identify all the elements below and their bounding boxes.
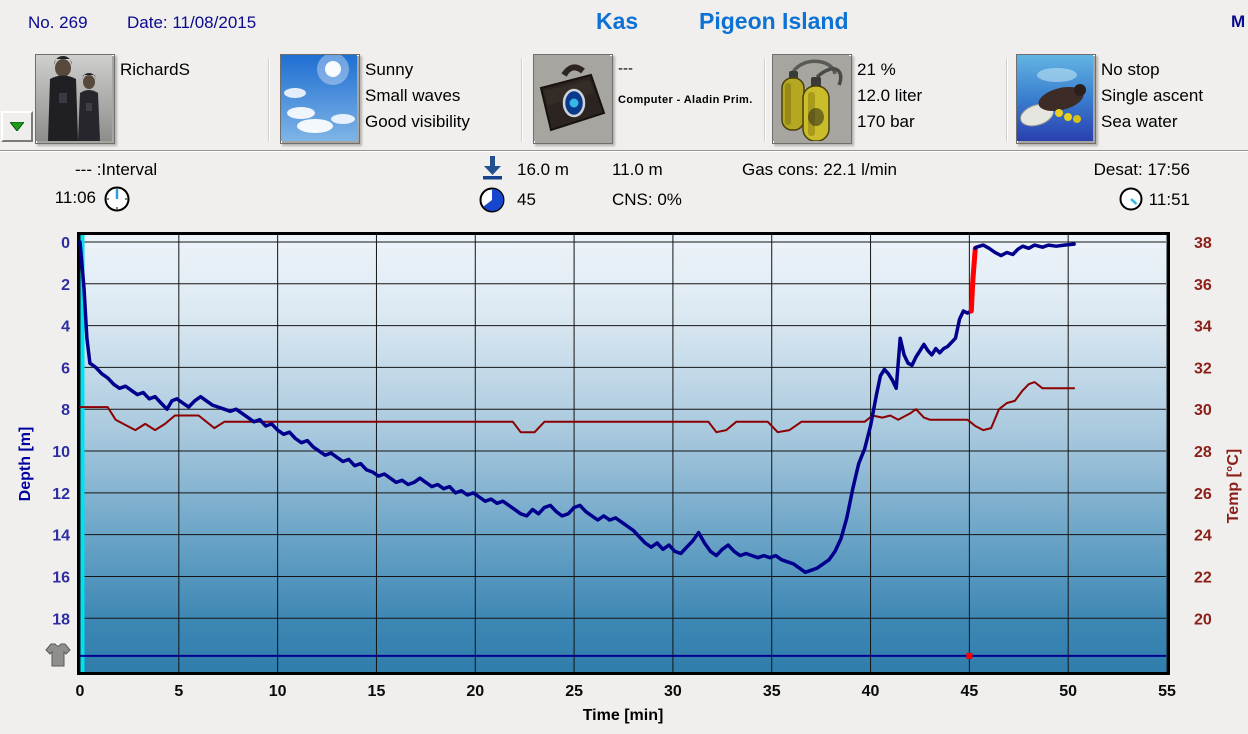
depth-tick-label: 2 [61, 277, 70, 294]
equipment-line-1: --- [618, 60, 633, 77]
end-time-value: 11:51 [1148, 190, 1190, 209]
dive-type-line-2: Single ascent [1101, 86, 1204, 105]
dive-type-line-1: No stop [1101, 60, 1160, 79]
depth-tick-label: 8 [61, 402, 70, 419]
tank-gas-percent: 21 % [857, 60, 896, 79]
max-depth-value: 16.0 m [517, 160, 569, 179]
time-tick-label: 55 [1158, 683, 1176, 700]
temp-tick-label: 24 [1194, 528, 1212, 545]
equipment-computer-label: Computer - Aladin Prim. [618, 94, 753, 106]
dive-type-line-3: Sea water [1101, 112, 1178, 131]
sky-image [281, 55, 357, 141]
time-tick-label: 25 [565, 683, 583, 700]
section-separator [1006, 58, 1008, 142]
desat-value: Desat: 17:56 [1093, 160, 1190, 179]
depth-series [78, 240, 974, 575]
tank-volume: 12.0 liter [857, 86, 923, 105]
end-clock-icon [1119, 187, 1143, 211]
divers-image [36, 55, 112, 141]
time-tick-label: 45 [960, 683, 978, 700]
time-tick-label: 35 [763, 683, 781, 700]
chevron-down-icon [10, 122, 24, 131]
dive-select-dropdown-button[interactable] [1, 111, 33, 142]
interval-label: --- :Interval [75, 160, 158, 179]
section-separator [268, 58, 270, 142]
plot-area [77, 232, 1170, 675]
time-tick-label: 50 [1059, 683, 1077, 700]
alarm-marker [966, 652, 973, 659]
temp-tick-label: 26 [1194, 486, 1212, 503]
ascent-warning-series [968, 245, 978, 314]
time-tick-label: 15 [368, 683, 386, 700]
weather-line-1: Sunny [365, 60, 414, 79]
depth-tick-label: 0 [61, 235, 70, 252]
temp-tick-label: 28 [1194, 444, 1212, 461]
diver-photo[interactable] [35, 54, 115, 144]
weather-image[interactable] [280, 54, 360, 144]
temp-tick-label: 30 [1194, 402, 1212, 419]
time-tick-label: 20 [466, 683, 484, 700]
depth-tick-label: 14 [52, 528, 70, 545]
gas-consumption-value: Gas cons: 22.1 l/min [742, 160, 897, 179]
time-tick-label: 0 [76, 683, 85, 700]
cns-value: CNS: 0% [612, 190, 682, 209]
depth-tick-label: 10 [52, 444, 70, 461]
tank-pressure: 170 bar [857, 112, 915, 131]
depth-axis-title: Depth [m] [17, 427, 34, 502]
dive-site: Pigeon Island [699, 8, 849, 34]
temp-tick-label: 32 [1194, 360, 1212, 377]
equipment-image[interactable] [533, 54, 613, 144]
temp-tick-label: 38 [1194, 235, 1212, 252]
section-separator [521, 58, 523, 142]
weather-line-2: Small waves [365, 86, 461, 105]
start-clock-icon [104, 186, 130, 212]
dive-type-image[interactable] [1016, 54, 1096, 144]
time-tick-label: 5 [174, 683, 183, 700]
temp-tick-label: 22 [1194, 569, 1212, 586]
camera-bag-image [534, 55, 610, 141]
depth-tick-label: 18 [52, 611, 70, 628]
dive-date: Date: 11/08/2015 [127, 13, 257, 32]
temp-tick-label: 36 [1194, 277, 1212, 294]
dive-time-icon [479, 187, 505, 213]
time-tick-label: 30 [664, 683, 682, 700]
temp-tick-label: 34 [1194, 319, 1212, 336]
surface-series [973, 242, 1076, 258]
avg-depth-value: 11.0 m [612, 160, 663, 179]
time-tick-label: 10 [269, 683, 287, 700]
time-tick-label: 40 [862, 683, 880, 700]
start-time: 11:06 [54, 188, 96, 207]
max-depth-icon [483, 156, 502, 180]
clipped-right-text: M [1231, 12, 1246, 31]
weather-line-3: Good visibility [365, 112, 470, 131]
temp-axis-title: Temp [°C] [1225, 449, 1242, 524]
underwater-diver-image [1017, 55, 1093, 141]
temperature-series [79, 381, 1076, 434]
depth-tick-label: 16 [52, 569, 70, 586]
dive-number: No. 269 [28, 13, 88, 32]
depth-tick-label: 4 [61, 319, 70, 336]
dive-location: Kas [596, 8, 639, 34]
suit-icon [45, 643, 71, 667]
depth-tick-label: 6 [61, 360, 70, 377]
depth-tick-label: 12 [52, 486, 70, 503]
diver-name: RichardS [120, 60, 190, 79]
temp-tick-label: 20 [1194, 611, 1212, 628]
section-separator [764, 58, 766, 142]
time-axis-title: Time [min] [583, 707, 664, 724]
dive-time-value: 45 [517, 190, 536, 209]
tank-image[interactable] [772, 54, 852, 144]
tanks-image [773, 55, 849, 141]
horizontal-divider [0, 150, 1248, 152]
